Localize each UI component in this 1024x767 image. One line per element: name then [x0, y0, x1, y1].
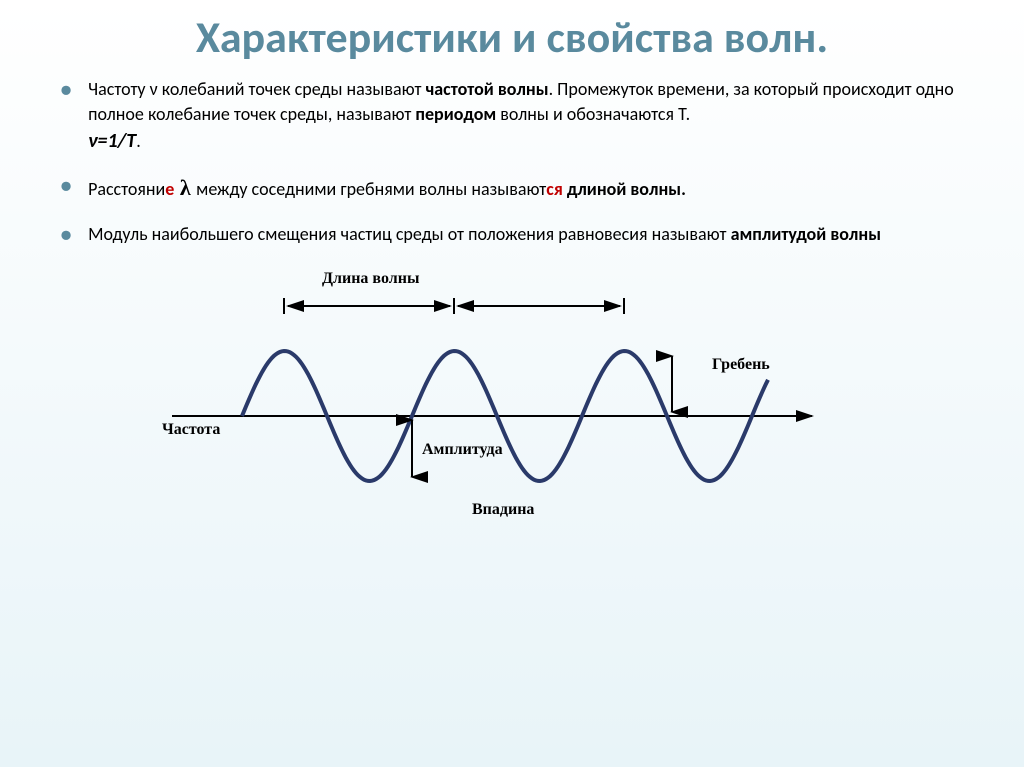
wave-diagram: Длина волны Гребень Частота Амплитуда Вп… — [132, 266, 892, 546]
bullet-1: ● Частоту ν колебаний точек среды называ… — [60, 77, 964, 155]
bullet-2-text: Расстояние λ между соседними гребнями во… — [88, 173, 964, 204]
label-trough: Впадина — [472, 501, 534, 519]
bullet-3-text: Модуль наибольшего смещения частиц среды… — [88, 222, 964, 247]
slide-title: Характеристики и свойства волн. — [0, 0, 1024, 67]
bullet-marker-icon: ● — [60, 222, 72, 248]
label-crest: Гребень — [712, 356, 770, 374]
label-wavelength: Длина волны — [322, 270, 419, 288]
bullet-2: ● Расстояние λ между соседними гребнями … — [60, 173, 964, 204]
bullet-1-text: Частоту ν колебаний точек среды называют… — [88, 77, 964, 155]
bullet-marker-icon: ● — [60, 173, 72, 199]
label-frequency: Частота — [162, 421, 220, 439]
label-amplitude: Амплитуда — [422, 441, 503, 459]
bullet-marker-icon: ● — [60, 77, 72, 103]
content-area: ● Частоту ν колебаний точек среды называ… — [0, 67, 1024, 248]
bullet-3: ● Модуль наибольшего смещения частиц сре… — [60, 222, 964, 248]
